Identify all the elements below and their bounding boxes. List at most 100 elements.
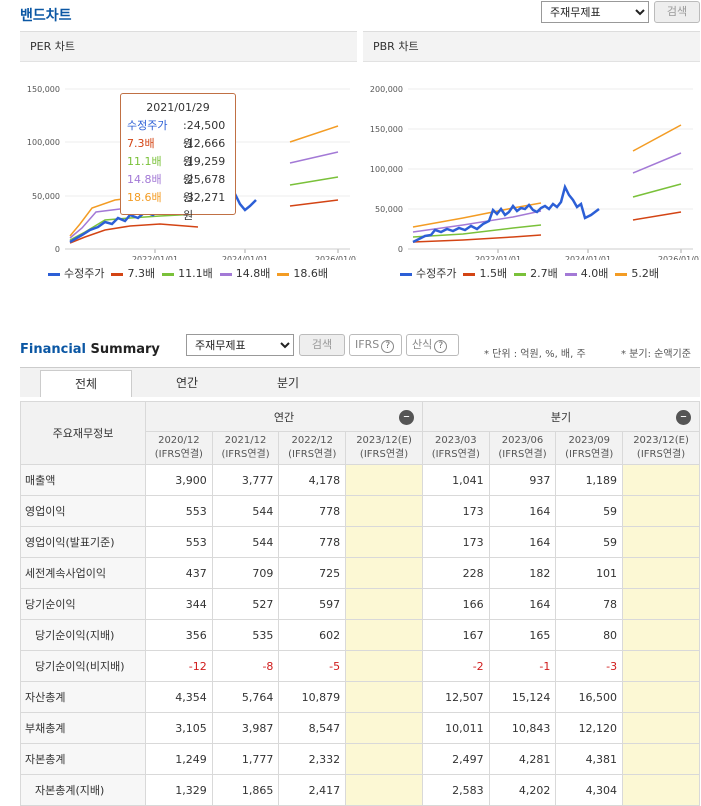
tooltip-series-label: 11.1배 <box>127 155 162 168</box>
legend-item[interactable]: 7.3배 <box>111 267 155 280</box>
table-cell: 437 <box>145 557 213 589</box>
y-tick-label: 100,000 <box>370 165 403 174</box>
row-label[interactable]: 당기순이익 <box>20 588 146 620</box>
table-cell: 10,011 <box>421 712 490 744</box>
column-basis: (IFRS연결) <box>221 449 270 460</box>
tooltip-series-value: :12,666 원 <box>183 137 226 168</box>
column-period: 2020/12 <box>158 435 200 446</box>
tooltip-row: 7.3배 :12,666 원 <box>127 135 229 168</box>
legend-item[interactable]: 2.7배 <box>514 267 558 280</box>
table-cell: 12,120 <box>555 712 624 744</box>
legend-item[interactable]: 4.0배 <box>564 267 608 280</box>
tooltip-series-label: 14.8배 <box>127 173 162 186</box>
table-cell: 1,189 <box>555 464 624 496</box>
table-cell: 4,202 <box>488 774 557 806</box>
table-cell: 164 <box>488 588 557 620</box>
table-row: 부채총계 3,105 3,987 8,547 10,011 10,843 12,120 <box>20 712 700 744</box>
tab-all[interactable]: 전체 <box>40 370 132 397</box>
table-cell: 3,777 <box>211 464 280 496</box>
tooltip-series-label: 18.6배 <box>127 191 162 204</box>
tooltip-row: 18.6배:32,271 원 <box>127 189 229 222</box>
header-quarter: 분기 – <box>421 401 701 432</box>
row-label[interactable]: 세전계속사업이익 <box>20 557 146 589</box>
row-label[interactable]: 영업이익 <box>20 495 146 527</box>
table-cell: 2,583 <box>421 774 490 806</box>
table-cell: 544 <box>211 526 280 558</box>
column-period: 2023/12(E) <box>633 435 689 446</box>
table-cell: 182 <box>488 557 557 589</box>
band-statement-select[interactable]: 주재무제표 <box>541 1 649 23</box>
table-cell <box>345 712 423 744</box>
tooltip-series-label: 수정주가 <box>127 119 168 132</box>
x-tick-label: 2026/01/01 <box>315 255 357 260</box>
row-label[interactable]: 부채총계 <box>20 712 146 744</box>
table-cell: 164 <box>488 495 557 527</box>
per-legend: 수정주가 7.3배 11.1배 14.8배 18.6배 <box>48 265 357 281</box>
collapse-quarter-icon[interactable]: – <box>676 410 691 425</box>
band-search-button[interactable]: 검색 <box>654 1 700 23</box>
table-cell: -2 <box>421 650 490 682</box>
column-period: 2023/03 <box>435 435 477 446</box>
column-header: 2022/12 (IFRS연결) <box>278 431 347 465</box>
legend-item[interactable]: 수정주가 <box>48 267 104 280</box>
table-cell: 2,497 <box>421 743 490 775</box>
legend-item[interactable]: 18.6배 <box>277 267 328 280</box>
table-cell <box>622 619 700 651</box>
column-basis: (IFRS연결) <box>359 449 409 460</box>
series-line <box>632 211 682 221</box>
table-cell: 1,329 <box>145 774 213 806</box>
table-row: 영업이익 553 544 778 173 164 59 <box>20 495 700 527</box>
series-line <box>632 183 682 198</box>
column-period: 2022/12 <box>291 435 334 446</box>
ifrs-info-button[interactable]: IFRS? <box>349 334 402 356</box>
pbr-legend: 수정주가 1.5배 2.7배 4.0배 5.2배 <box>400 265 700 281</box>
y-tick-label: 150,000 <box>27 85 60 94</box>
legend-item[interactable]: 1.5배 <box>463 267 507 280</box>
band-chart-title: 밴드차트 <box>20 8 72 24</box>
table-cell: 3,987 <box>211 712 280 744</box>
tooltip-series-value: :25,678 원 <box>183 173 226 204</box>
tab-quarter[interactable]: 분기 <box>276 376 300 390</box>
table-cell: 725 <box>278 557 347 589</box>
summary-statement-select[interactable]: 주재무제표 <box>186 334 294 356</box>
per-tooltip: 2021/01/29 수정주가:24,500 원 7.3배:12,666 원 11.… <box>120 93 236 222</box>
x-tick-label: 2024/01/01 <box>565 255 611 260</box>
series-line <box>412 234 542 243</box>
table-cell: 4,354 <box>145 681 213 713</box>
legend-item[interactable]: 11.1배 <box>162 267 213 280</box>
table-row: 자본총계 1,249 1,777 2,332 2,497 4,281 4,381 <box>20 743 700 775</box>
row-label[interactable]: 자본총계 <box>20 743 146 775</box>
header-main: 주요재무정보 <box>20 401 146 465</box>
y-tick-label: 0 <box>55 245 60 254</box>
row-label[interactable]: 영업이익(발표기준) <box>20 526 146 558</box>
summary-search-button[interactable]: 검색 <box>299 334 345 356</box>
tooltip-series-label: 7.3배 <box>127 137 155 150</box>
table-cell <box>622 588 700 620</box>
row-label[interactable]: 자산총계 <box>20 681 146 713</box>
table-cell: 1,865 <box>211 774 280 806</box>
x-tick-label: 2022/01/01 <box>475 255 521 260</box>
legend-item[interactable]: 5.2배 <box>615 267 659 280</box>
table-cell: 173 <box>421 526 490 558</box>
table-cell <box>622 681 700 713</box>
table-cell <box>345 495 423 527</box>
table-cell: 10,843 <box>488 712 557 744</box>
table-row: 당기순이익(비지배) -12 -8 -5 -2 -1 -3 <box>20 650 700 682</box>
formula-info-button[interactable]: 산식? <box>406 334 459 356</box>
row-label[interactable]: 매출액 <box>20 464 146 496</box>
table-cell: 778 <box>278 495 347 527</box>
pbr-chart-title: PBR 차트 <box>363 32 700 62</box>
legend-item[interactable]: 14.8배 <box>219 267 270 280</box>
column-period: 2023/06 <box>501 435 544 446</box>
collapse-annual-icon[interactable]: – <box>398 410 414 425</box>
table-cell <box>622 712 700 744</box>
financial-summary-table: 주요재무정보 연간 – 분기 – 2020/12 (IFRS연결) 2021/12 (… <box>20 401 701 806</box>
tab-annual[interactable]: 연간 <box>175 376 199 390</box>
table-cell: -8 <box>211 650 280 682</box>
table-cell <box>622 495 700 527</box>
legend-item[interactable]: 수정주가 <box>400 267 456 280</box>
table-cell: 173 <box>421 495 490 527</box>
table-cell <box>622 464 700 496</box>
legend-label: 1.5배 <box>479 267 508 280</box>
table-cell: 344 <box>145 588 213 620</box>
